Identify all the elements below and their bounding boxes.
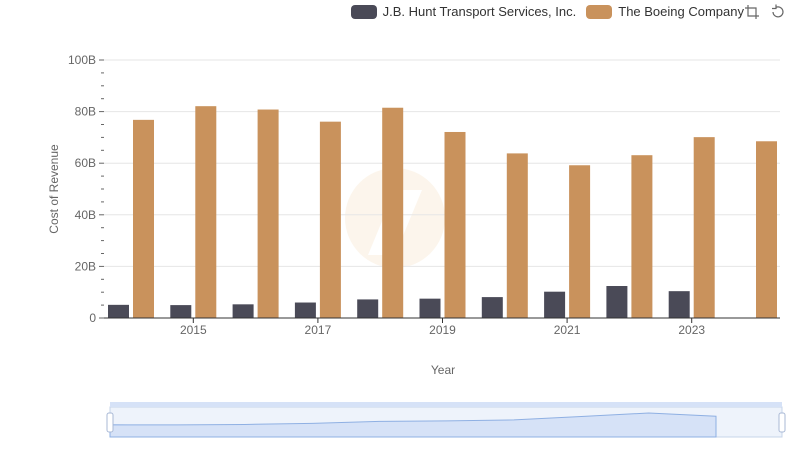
slider-preview-area <box>109 412 717 438</box>
y-tick-label: 40B <box>75 208 96 222</box>
x-axis-title: Year <box>431 363 455 377</box>
bar-boeing-2018[interactable] <box>382 107 404 318</box>
bar-jb-hunt-2022[interactable] <box>606 286 628 318</box>
slider-handle-start[interactable] <box>106 412 114 433</box>
legend-label-jb-hunt: J.B. Hunt Transport Services, Inc. <box>382 4 577 19</box>
legend: J.B. Hunt Transport Services, Inc. The B… <box>350 4 744 19</box>
legend-label-boeing: The Boeing Company <box>618 4 744 19</box>
bar-boeing-2019[interactable] <box>444 131 466 318</box>
bar-jb-hunt-2019[interactable] <box>419 298 441 318</box>
x-tick-label: 2017 <box>305 323 332 337</box>
x-tick-label: 2015 <box>180 323 207 337</box>
bar-boeing-2016[interactable] <box>257 109 279 318</box>
y-tick-label: 100B <box>68 53 96 67</box>
legend-swatch-jb-hunt <box>350 4 377 19</box>
legend-item-jb-hunt[interactable]: J.B. Hunt Transport Services, Inc. <box>350 4 577 19</box>
x-tick-label: 2021 <box>554 323 581 337</box>
bar-jb-hunt-2017[interactable] <box>294 302 316 318</box>
slider-handle-end[interactable] <box>778 412 786 433</box>
legend-item-boeing[interactable]: The Boeing Company <box>586 4 744 19</box>
bar-boeing-2023[interactable] <box>693 137 715 318</box>
zoom-slider[interactable] <box>106 402 786 438</box>
x-tick-label: 2023 <box>678 323 705 337</box>
bar-boeing-2020[interactable] <box>506 153 528 318</box>
y-tick-label: 20B <box>75 259 96 273</box>
bar-jb-hunt-2016[interactable] <box>232 304 254 318</box>
bar-jb-hunt-2018[interactable] <box>357 299 379 318</box>
bar-boeing-2024[interactable] <box>756 141 777 318</box>
bar-boeing-2014[interactable] <box>133 119 154 318</box>
x-tick-label: 2019 <box>429 323 456 337</box>
zoom-icon[interactable] <box>744 4 760 20</box>
bar-jb-hunt-2023[interactable] <box>668 291 690 318</box>
slider-move-handle[interactable] <box>110 402 782 407</box>
bar-boeing-2015[interactable] <box>195 106 217 318</box>
bar-boeing-2021[interactable] <box>569 165 591 318</box>
bar-jb-hunt-2020[interactable] <box>481 297 503 318</box>
y-axis-title: Cost of Revenue <box>47 144 61 234</box>
y-tick-label: 80B <box>75 105 96 119</box>
bar-jb-hunt-2015[interactable] <box>170 305 192 318</box>
bar-jb-hunt-2014[interactable] <box>108 304 129 318</box>
restore-icon[interactable] <box>770 4 786 20</box>
y-tick-label: 60B <box>75 156 96 170</box>
legend-swatch-boeing <box>586 4 613 19</box>
bar-jb-hunt-2021[interactable] <box>544 291 566 318</box>
y-tick-label: 0 <box>89 311 96 325</box>
toolbox <box>744 4 786 20</box>
bar-boeing-2022[interactable] <box>631 155 653 318</box>
bar-boeing-2017[interactable] <box>319 121 341 318</box>
